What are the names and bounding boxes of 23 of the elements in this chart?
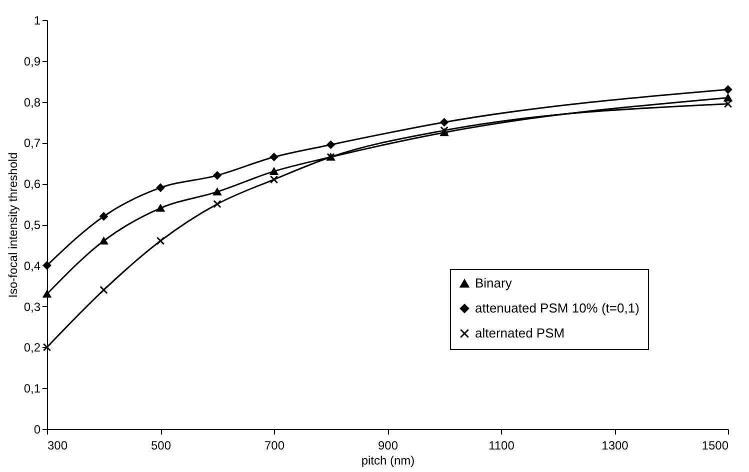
x-tick-label: 500 xyxy=(150,438,172,452)
legend-label: attenuated PSM 10% (t=0,1) xyxy=(475,300,640,316)
y-tick-label: 0,5 xyxy=(24,218,41,232)
y-tick-label: 0,2 xyxy=(24,340,41,355)
y-axis-title: Iso-focal intensity threshold xyxy=(6,152,20,298)
x-tick-label: 300 xyxy=(48,438,68,452)
y-tick-label: 0,4 xyxy=(24,258,41,273)
y-tick-label: 0 xyxy=(34,422,41,436)
x-tick-label: 1500 xyxy=(702,438,729,452)
x-axis-title: pitch (nm) xyxy=(361,454,415,468)
y-tick-label: 0,9 xyxy=(24,54,41,68)
x-tick-label: 1100 xyxy=(488,438,515,452)
x-tick-label: 700 xyxy=(264,438,285,452)
x-tick-label: 900 xyxy=(378,438,398,452)
y-tick-label: 0,7 xyxy=(24,136,41,150)
y-tick-label: 0,6 xyxy=(24,177,41,192)
x-tick-label: 1300 xyxy=(602,438,629,452)
y-tick-label: 0,1 xyxy=(24,382,41,396)
legend-label: Binary xyxy=(475,276,512,290)
legend-label: alternated PSM xyxy=(475,326,565,340)
y-tick-label: 0,3 xyxy=(24,300,41,314)
y-tick-label: 0,8 xyxy=(24,95,41,110)
y-tick-label: 1 xyxy=(34,14,41,28)
